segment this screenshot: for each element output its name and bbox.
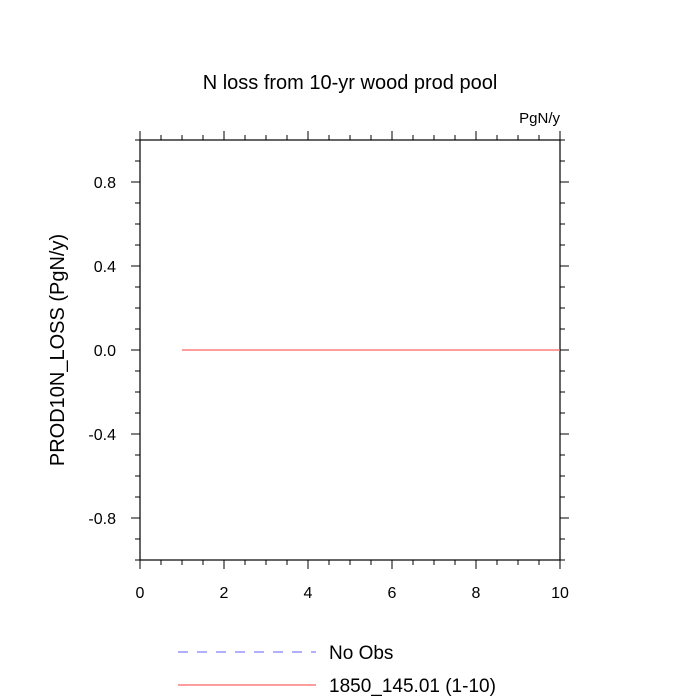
x-tick-label: 6	[388, 585, 397, 602]
y-tick-label: 0.8	[94, 175, 116, 192]
y-tick-label: -0.8	[88, 511, 116, 528]
plot-area: 0 2 4 6 8 10 -0.8 -0.4 0.0 0.4 0.8	[88, 131, 569, 602]
legend-label: No Obs	[329, 643, 393, 664]
y-tick-label: 0.0	[94, 343, 116, 360]
x-tick-label: 4	[304, 585, 313, 602]
legend: No Obs 1850_145.01 (1-10)	[178, 643, 496, 697]
x-tick-label: 10	[551, 585, 569, 602]
units-label: PgN/y	[519, 110, 560, 127]
chart-title: N loss from 10-yr wood prod pool	[203, 72, 498, 94]
y-axis-label: PROD10N_LOSS (PgN/y)	[47, 234, 69, 466]
y-tick-label: -0.4	[88, 427, 116, 444]
y-tick-label: 0.4	[94, 259, 116, 276]
x-tick-label: 8	[472, 585, 481, 602]
x-tick-label: 2	[220, 585, 229, 602]
x-tick-label: 0	[136, 585, 145, 602]
legend-label: 1850_145.01 (1-10)	[329, 676, 496, 697]
